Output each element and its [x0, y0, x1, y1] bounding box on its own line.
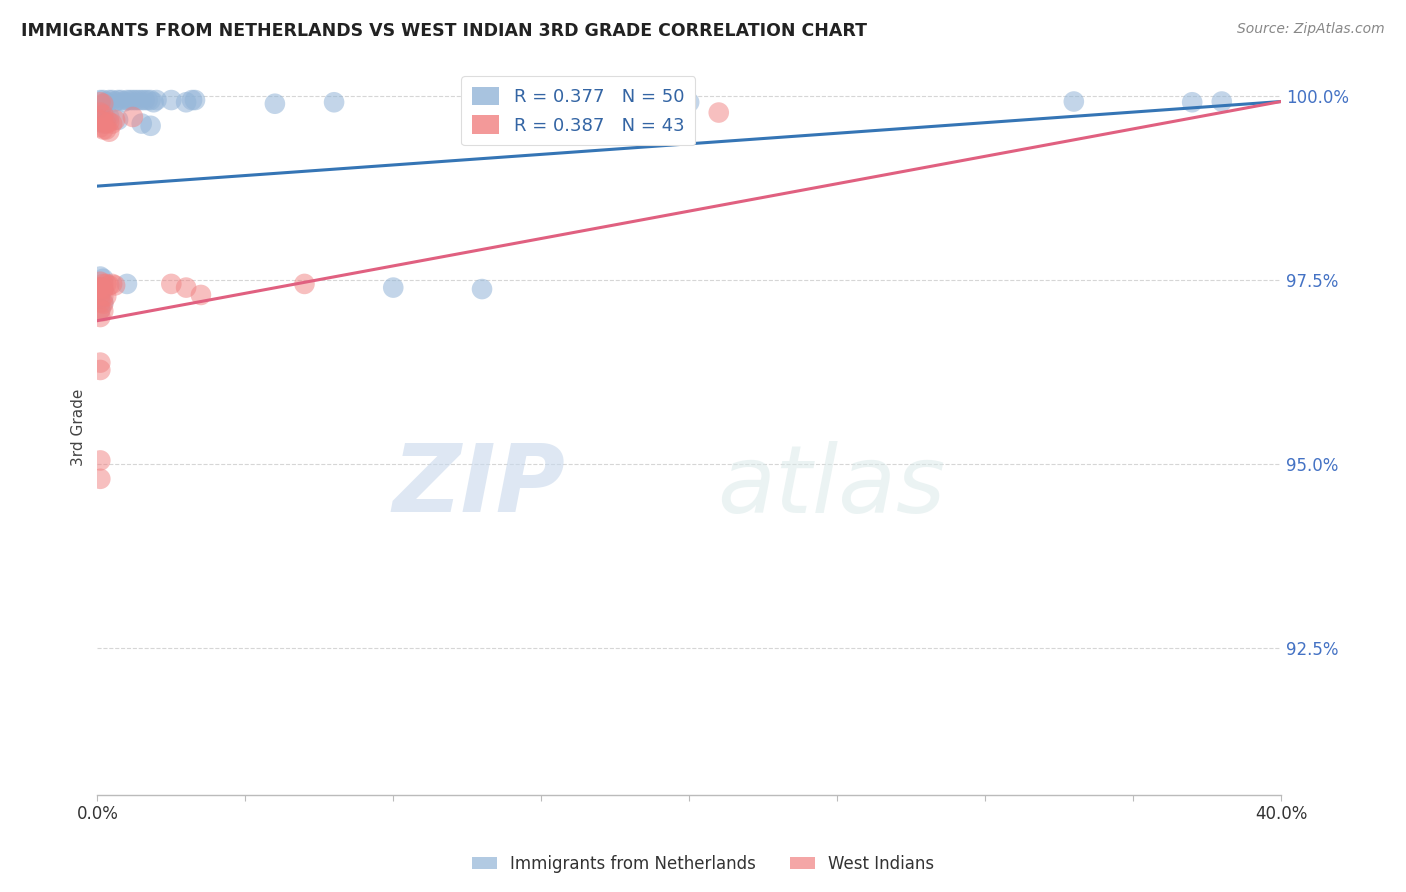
Point — [89, 356, 111, 370]
Point — [707, 105, 730, 120]
Point — [294, 277, 316, 291]
Point — [89, 302, 111, 317]
Point — [91, 277, 114, 291]
Point — [89, 280, 111, 294]
Point — [91, 282, 114, 296]
Point — [91, 96, 114, 111]
Point — [89, 105, 111, 120]
Point — [96, 122, 118, 136]
Point — [136, 93, 159, 107]
Point — [139, 93, 162, 107]
Text: IMMIGRANTS FROM NETHERLANDS VS WEST INDIAN 3RD GRADE CORRELATION CHART: IMMIGRANTS FROM NETHERLANDS VS WEST INDI… — [21, 22, 868, 40]
Point — [96, 112, 118, 126]
Point — [89, 292, 111, 306]
Point — [89, 275, 111, 289]
Point — [118, 93, 141, 107]
Point — [125, 93, 148, 107]
Point — [89, 310, 111, 324]
Point — [121, 93, 143, 107]
Point — [91, 272, 114, 286]
Point — [131, 117, 153, 131]
Point — [107, 93, 129, 107]
Point — [181, 93, 204, 107]
Point — [160, 93, 183, 107]
Point — [98, 278, 121, 293]
Point — [89, 269, 111, 284]
Point — [1063, 95, 1085, 109]
Point — [96, 95, 118, 110]
Point — [107, 112, 129, 127]
Point — [101, 277, 124, 291]
Point — [91, 282, 114, 296]
Point — [96, 289, 118, 303]
Point — [174, 95, 197, 110]
Point — [91, 115, 114, 129]
Point — [89, 280, 111, 294]
Point — [89, 115, 111, 129]
Point — [89, 93, 111, 107]
Point — [89, 472, 111, 486]
Point — [89, 95, 111, 110]
Point — [1211, 95, 1233, 109]
Point — [131, 93, 153, 107]
Point — [160, 277, 183, 291]
Legend: Immigrants from Netherlands, West Indians: Immigrants from Netherlands, West Indian… — [465, 848, 941, 880]
Point — [96, 277, 118, 291]
Point — [134, 93, 156, 107]
Point — [89, 112, 111, 127]
Point — [101, 117, 124, 131]
Point — [91, 93, 114, 107]
Text: ZIP: ZIP — [392, 440, 565, 533]
Point — [174, 280, 197, 294]
Point — [89, 288, 111, 302]
Point — [101, 93, 124, 107]
Point — [98, 125, 121, 139]
Point — [91, 304, 114, 318]
Point — [89, 280, 111, 294]
Point — [91, 108, 114, 122]
Point — [139, 119, 162, 133]
Point — [121, 110, 143, 124]
Point — [1181, 95, 1204, 110]
Point — [190, 288, 212, 302]
Point — [112, 95, 135, 109]
Point — [104, 278, 127, 293]
Legend: R = 0.377   N = 50, R = 0.387   N = 43: R = 0.377 N = 50, R = 0.387 N = 43 — [461, 76, 696, 145]
Point — [471, 282, 494, 296]
Point — [98, 93, 121, 107]
Point — [89, 295, 111, 310]
Point — [184, 93, 207, 107]
Point — [96, 117, 118, 131]
Point — [110, 93, 132, 107]
Point — [104, 112, 127, 127]
Point — [128, 93, 150, 107]
Point — [91, 122, 114, 136]
Point — [104, 95, 127, 109]
Point — [89, 453, 111, 467]
Point — [115, 93, 138, 107]
Point — [382, 280, 405, 294]
Point — [91, 297, 114, 311]
Point — [98, 110, 121, 124]
Point — [142, 95, 165, 110]
Point — [89, 363, 111, 377]
Point — [89, 112, 111, 126]
Point — [91, 289, 114, 303]
Point — [91, 117, 114, 131]
Point — [115, 277, 138, 291]
Point — [91, 295, 114, 310]
Point — [91, 108, 114, 122]
Point — [89, 302, 111, 317]
Y-axis label: 3rd Grade: 3rd Grade — [72, 389, 86, 466]
Point — [678, 95, 700, 110]
Point — [91, 112, 114, 126]
Point — [145, 93, 167, 107]
Point — [323, 95, 346, 110]
Point — [98, 115, 121, 129]
Text: atlas: atlas — [717, 441, 945, 532]
Point — [264, 96, 287, 111]
Point — [89, 120, 111, 135]
Text: Source: ZipAtlas.com: Source: ZipAtlas.com — [1237, 22, 1385, 37]
